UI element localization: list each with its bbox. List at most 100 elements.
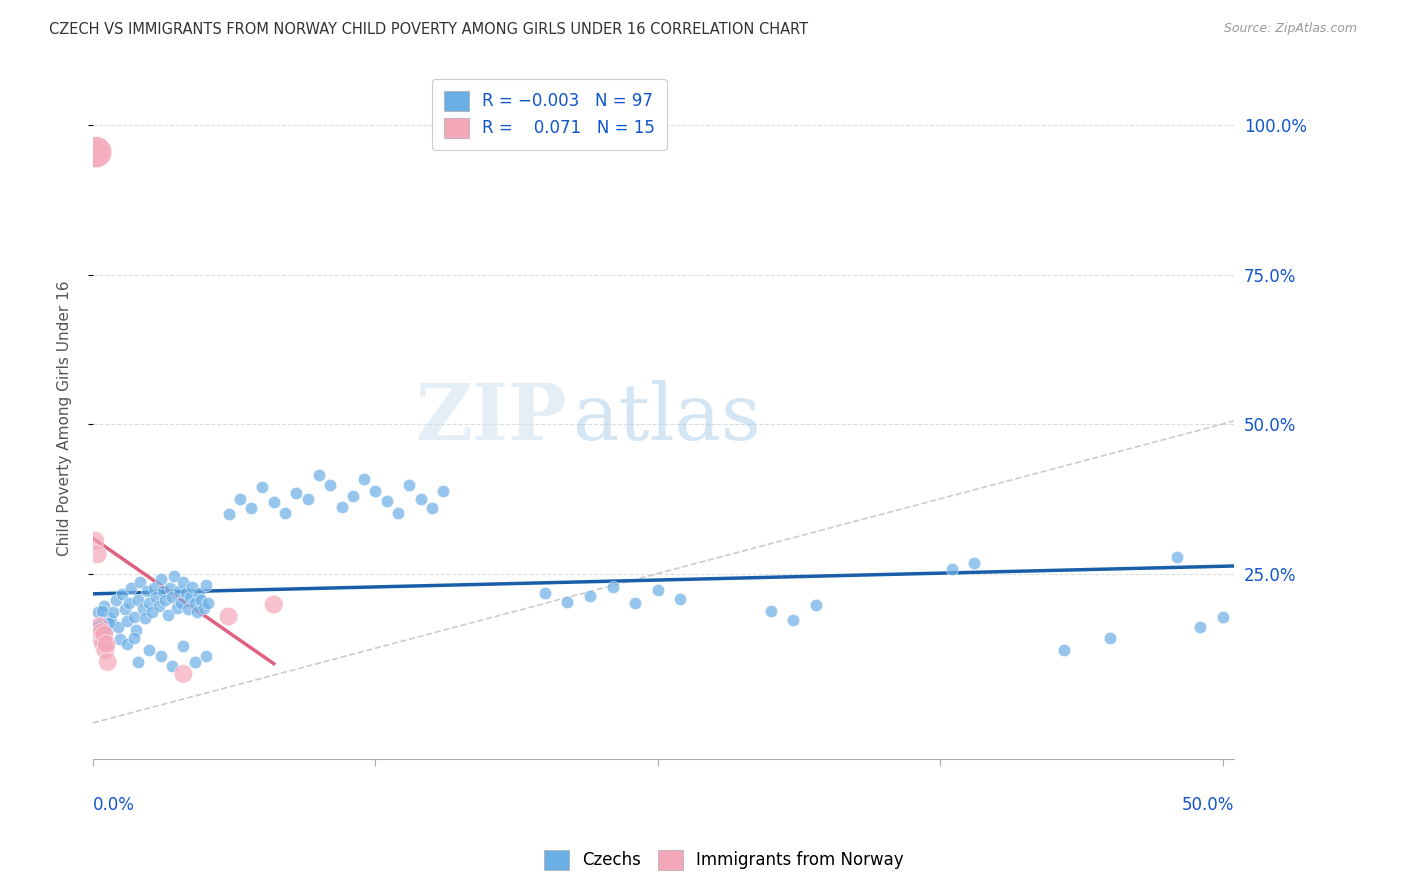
Point: [387, 506, 409, 520]
Point: [127, 593, 149, 607]
Text: ZIP: ZIP: [415, 380, 567, 456]
Point: [149, 573, 172, 587]
Point: [782, 613, 804, 627]
Point: [115, 637, 138, 651]
Text: 50.0%: 50.0%: [1181, 797, 1234, 814]
Legend: R = −0.003   N = 97, R =    0.071   N = 15: R = −0.003 N = 97, R = 0.071 N = 15: [432, 79, 666, 150]
Point: [432, 483, 454, 498]
Point: [240, 500, 263, 515]
Point: [90, 631, 112, 645]
Point: [557, 595, 579, 609]
Point: [96, 637, 118, 651]
Text: 0.0%: 0.0%: [93, 797, 135, 814]
Point: [274, 506, 297, 520]
Point: [104, 593, 127, 607]
Point: [186, 605, 208, 619]
Point: [194, 578, 217, 592]
Point: [197, 596, 219, 610]
Point: [97, 611, 120, 625]
Point: [579, 589, 602, 603]
Point: [84, 145, 107, 160]
Point: [118, 596, 141, 610]
Point: [114, 602, 136, 616]
Point: [263, 598, 285, 612]
Point: [145, 591, 167, 605]
Point: [342, 489, 364, 503]
Point: [308, 467, 330, 482]
Point: [602, 580, 624, 594]
Point: [163, 569, 186, 583]
Point: [100, 615, 122, 629]
Point: [181, 580, 204, 594]
Point: [375, 493, 398, 508]
Point: [669, 591, 692, 606]
Point: [1212, 609, 1234, 624]
Point: [624, 596, 647, 610]
Point: [160, 659, 183, 673]
Point: [156, 608, 179, 623]
Point: [152, 584, 174, 599]
Point: [108, 632, 131, 647]
Point: [188, 585, 211, 599]
Point: [96, 624, 118, 638]
Point: [107, 620, 129, 634]
Point: [534, 585, 557, 599]
Point: [93, 625, 115, 640]
Point: [1166, 549, 1188, 564]
Point: [132, 602, 155, 616]
Point: [1053, 643, 1076, 657]
Point: [138, 596, 160, 610]
Point: [138, 643, 160, 657]
Point: [167, 584, 190, 599]
Point: [89, 617, 111, 632]
Point: [122, 631, 145, 645]
Point: [149, 648, 172, 663]
Point: [148, 599, 170, 614]
Point: [193, 601, 215, 615]
Point: [172, 667, 194, 681]
Point: [89, 619, 111, 633]
Point: [804, 598, 827, 612]
Point: [174, 585, 197, 599]
Point: [96, 637, 118, 651]
Point: [89, 631, 111, 645]
Point: [941, 562, 963, 576]
Point: [170, 596, 193, 610]
Point: [97, 615, 120, 630]
Text: Source: ZipAtlas.com: Source: ZipAtlas.com: [1223, 22, 1357, 36]
Point: [91, 625, 114, 640]
Point: [86, 548, 108, 562]
Point: [143, 582, 166, 596]
Point: [94, 643, 117, 657]
Point: [155, 593, 177, 607]
Point: [160, 591, 183, 605]
Point: [183, 596, 205, 610]
Y-axis label: Child Poverty Among Girls Under 16: Child Poverty Among Girls Under 16: [58, 280, 72, 556]
Point: [218, 507, 240, 521]
Point: [218, 609, 240, 624]
Point: [179, 591, 201, 605]
Point: [127, 655, 149, 669]
Point: [159, 582, 181, 596]
Point: [86, 605, 108, 619]
Point: [319, 478, 342, 492]
Point: [285, 485, 308, 500]
Point: [353, 472, 375, 486]
Point: [1098, 631, 1121, 645]
Point: [177, 602, 200, 616]
Point: [91, 637, 114, 651]
Point: [183, 655, 205, 669]
Point: [103, 605, 125, 619]
Point: [190, 593, 212, 607]
Point: [93, 599, 115, 614]
Point: [86, 619, 108, 633]
Point: [86, 145, 108, 160]
Point: [330, 500, 353, 514]
Point: [1189, 620, 1212, 634]
Legend: Czechs, Immigrants from Norway: Czechs, Immigrants from Norway: [537, 843, 911, 877]
Point: [409, 491, 432, 506]
Point: [84, 533, 107, 548]
Text: atlas: atlas: [572, 380, 761, 456]
Point: [141, 605, 163, 619]
Point: [120, 582, 142, 596]
